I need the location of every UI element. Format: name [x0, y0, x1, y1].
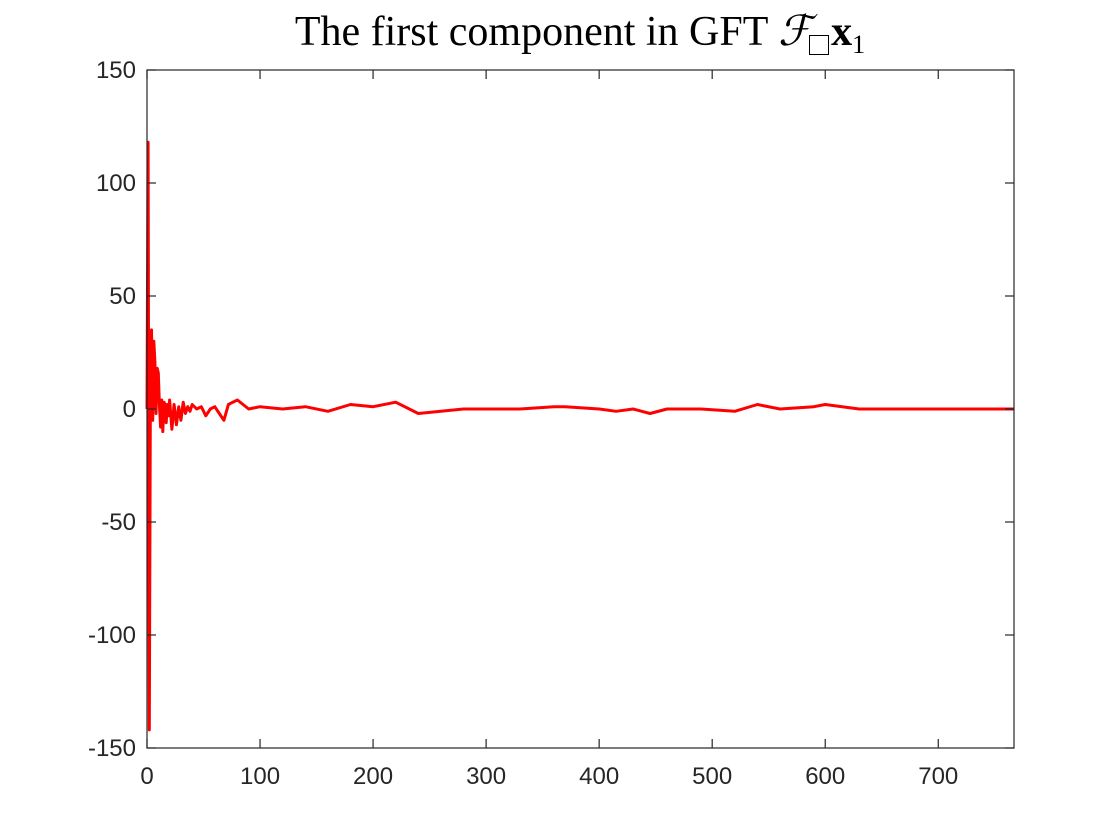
box-subscript-icon	[809, 35, 830, 55]
y-tick-label: -50	[101, 509, 136, 536]
vector-symbol: x	[831, 9, 853, 55]
x-tick-label: 600	[805, 763, 845, 790]
y-tick-label: -100	[88, 622, 136, 649]
gft-operator-symbol: ℱ	[778, 9, 812, 55]
title-text: The first component in GFT	[294, 9, 779, 55]
y-tick-label: 0	[123, 396, 136, 423]
x-tick-label: 400	[579, 763, 619, 790]
y-tick-label: 50	[109, 283, 136, 310]
x-axis-ticks: 0 100 200 300 400 500 600 700	[140, 70, 958, 790]
x-tick-label: 700	[918, 763, 958, 790]
y-axis-ticks: -150 -100 -50 0 50 100 150	[88, 57, 1014, 762]
x-tick-label: 300	[466, 763, 506, 790]
x-tick-label: 200	[353, 763, 393, 790]
vector-subscript: 1	[852, 30, 866, 59]
x-tick-label: 0	[140, 763, 153, 790]
series-line	[145, 140, 1014, 732]
y-tick-label: 150	[96, 57, 136, 84]
data-series	[145, 140, 1014, 732]
x-tick-label: 100	[240, 763, 280, 790]
y-tick-label: 100	[96, 170, 136, 197]
y-tick-label: -150	[88, 735, 136, 762]
x-tick-label: 500	[692, 763, 732, 790]
